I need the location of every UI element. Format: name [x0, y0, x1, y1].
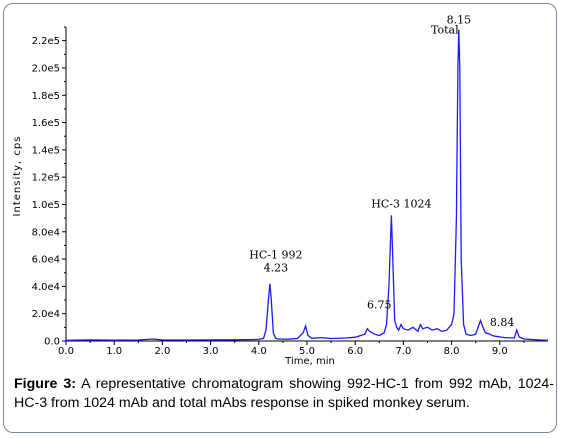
y-tick-label: 1.2e5 [32, 173, 60, 184]
x-tick-label: 2.0 [154, 346, 170, 357]
x-tick-label: 0.0 [58, 346, 74, 357]
figure-label: Figure 3: [14, 376, 76, 392]
y-tick-label: 4.0e4 [32, 282, 60, 293]
y-tick-label: 2.0e5 [32, 63, 60, 74]
y-tick-label: 8.0e4 [32, 227, 60, 238]
y-tick-label: 1.8e5 [32, 91, 60, 102]
x-tick-label: 6.0 [347, 346, 363, 357]
x-tick-label: 1.0 [106, 346, 122, 357]
peak-label: HC-3 1024 [371, 197, 431, 210]
x-axis-label: Time, min [284, 356, 335, 367]
chromatogram-trace [65, 29, 549, 341]
peak-label: Total [431, 24, 459, 37]
y-ticks: 0.0 2.0e4 4.0e4 6.0e4 8.0e4 1.0e5 1.2e5 1.4e5 1.… [32, 26, 66, 348]
y-tick-label: 0.0 [44, 337, 60, 348]
plot-background [66, 27, 548, 341]
x-tick-label: 9.0 [492, 346, 508, 357]
y-tick-label: 1.0e5 [32, 200, 60, 211]
y-tick-label: 1.4e5 [32, 145, 60, 156]
peak-label: 4.23 [264, 262, 289, 275]
y-tick-label: 6.0e4 [32, 255, 60, 266]
peak-label: HC-1 992 [249, 249, 302, 262]
y-axis-label: Intensity, cps [12, 136, 23, 217]
x-ticks: 0.0 1.0 2.0 3.0 4.0 5.0 6.0 7.0 8.0 9.0 [58, 341, 525, 357]
peak-label: 8.15 [447, 14, 472, 27]
plot-area: 0.0 1.0 2.0 3.0 4.0 5.0 6.0 7.0 8.0 9.0 0.0 2.0e4 4… [12, 14, 549, 367]
figure-caption: Figure 3: A representative chromatogram … [14, 375, 554, 413]
peak-label: 6.75 [367, 299, 392, 312]
x-tick-label: 4.0 [251, 346, 267, 357]
y-tick-label: 2.0e4 [32, 309, 60, 320]
chromatogram-chart: 0.0 1.0 2.0 3.0 4.0 5.0 6.0 7.0 8.0 9.0 0.0 2.0e4 4… [12, 14, 549, 367]
figure-caption-text: A representative chromatogram showing 99… [14, 376, 554, 411]
x-tick-label: 7.0 [395, 346, 411, 357]
y-tick-label: 2.2e5 [32, 36, 60, 47]
x-tick-label: 3.0 [203, 346, 219, 357]
x-tick-label: 5.0 [299, 346, 315, 357]
peak-label: 8.84 [490, 316, 515, 329]
x-tick-label: 8.0 [444, 346, 460, 357]
y-tick-label: 1.6e5 [32, 118, 60, 129]
